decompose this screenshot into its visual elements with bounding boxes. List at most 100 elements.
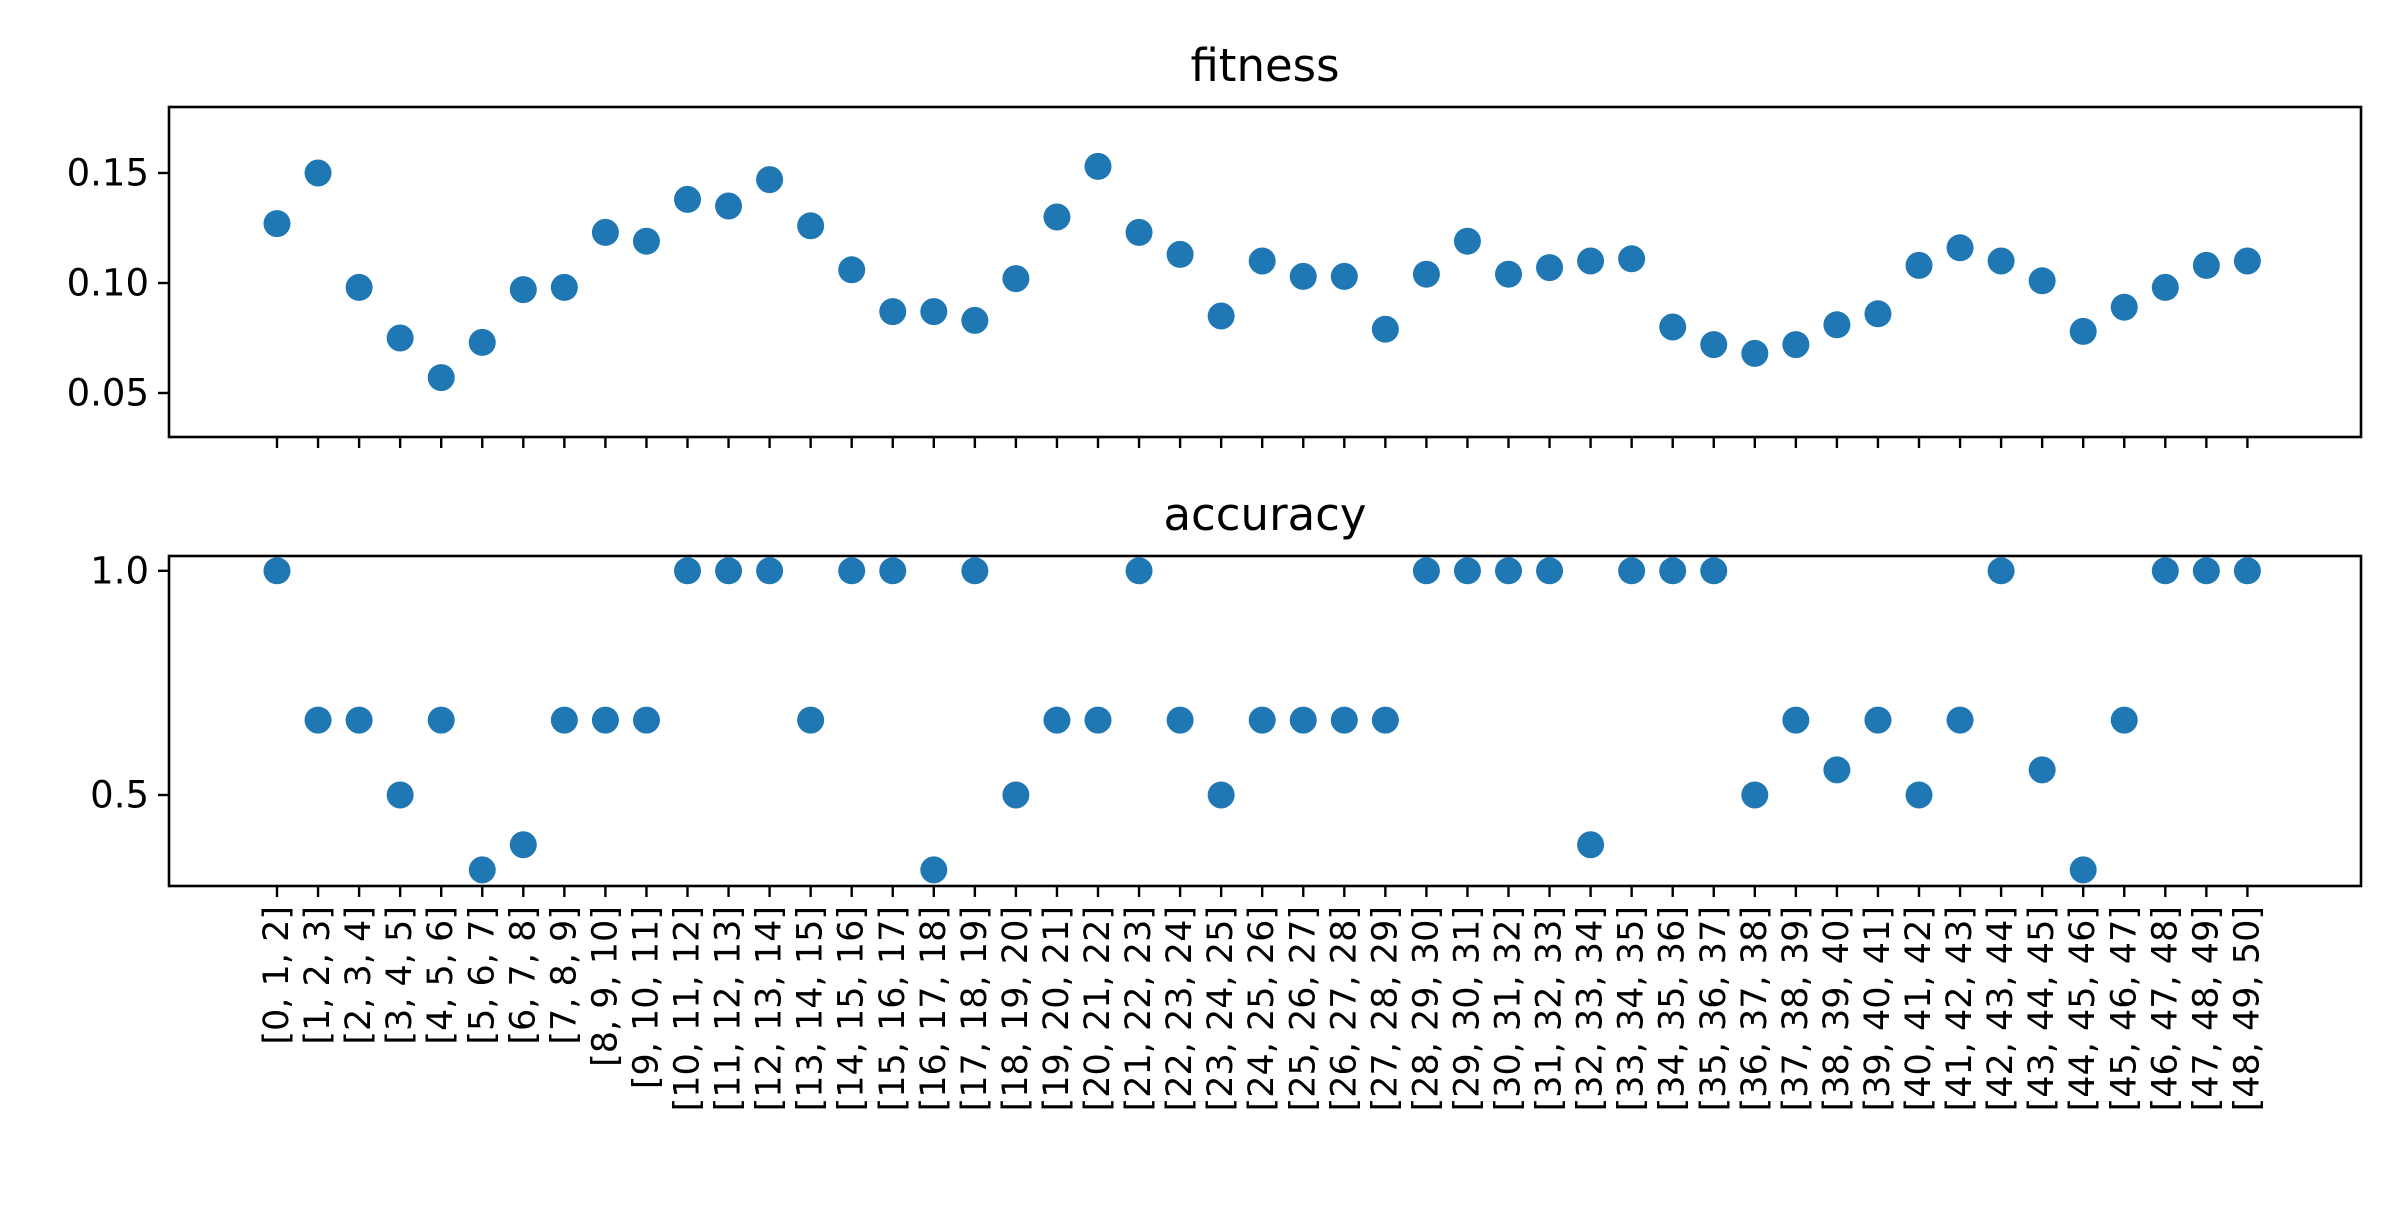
data-point xyxy=(1084,152,1112,180)
x-tick-label: [24, 25, 26] xyxy=(1242,906,1282,1111)
data-point xyxy=(2069,317,2097,345)
data-point xyxy=(304,706,332,734)
x-tick-label: [12, 13, 14] xyxy=(750,906,790,1111)
x-tick-label: [9, 10, 11] xyxy=(626,906,666,1089)
x-tick-label: [20, 21, 22] xyxy=(1078,906,1118,1111)
x-tick-label: [44, 45, 46] xyxy=(2063,906,2103,1111)
x-tick-label: [30, 31, 32] xyxy=(1489,906,1529,1111)
data-point xyxy=(2069,856,2097,884)
data-point xyxy=(1330,262,1358,290)
x-tick-label: [17, 18, 19] xyxy=(955,906,995,1111)
data-point xyxy=(1248,247,1276,275)
x-tick-label: [28, 29, 30] xyxy=(1406,906,1446,1111)
data-point xyxy=(1166,240,1194,268)
data-point xyxy=(1043,203,1071,231)
y-tick-label: 0.05 xyxy=(67,372,149,415)
data-point xyxy=(1536,254,1564,282)
chart-panel-2: accuracy 0.5 1.0 [0, 1, 2] [1, 2, 3] [2, 3, 4… xyxy=(90,488,2363,1111)
data-point xyxy=(2233,557,2261,585)
data-point xyxy=(1782,331,1810,359)
data-point xyxy=(1453,227,1481,255)
data-point xyxy=(1125,557,1153,585)
x-tick-label: [33, 34, 35] xyxy=(1612,906,1652,1111)
data-point xyxy=(1248,706,1276,734)
x-tick-label: [29, 30, 31] xyxy=(1447,906,1487,1111)
x-tick-label: [6, 7, 8] xyxy=(503,906,543,1045)
data-point xyxy=(304,159,332,187)
data-point xyxy=(1577,247,1605,275)
data-point xyxy=(550,273,578,301)
data-point xyxy=(1371,706,1399,734)
plot-frame xyxy=(167,105,2363,439)
data-point xyxy=(591,218,619,246)
x-tick-label: [34, 35, 36] xyxy=(1653,906,1693,1111)
x-tick-label: [45, 46, 47] xyxy=(2104,906,2144,1111)
x-tick-label: [38, 39, 40] xyxy=(1817,906,1857,1111)
x-tick-label: [43, 44, 45] xyxy=(2022,906,2062,1111)
data-point xyxy=(468,328,496,356)
data-point xyxy=(1412,260,1440,288)
x-tick-label: [27, 28, 29] xyxy=(1365,906,1405,1111)
data-point xyxy=(797,212,825,240)
data-point xyxy=(1371,315,1399,343)
x-tick-label: [13, 14, 15] xyxy=(791,906,831,1111)
data-point xyxy=(427,364,455,392)
data-point xyxy=(1905,781,1933,809)
x-tick-label: [36, 37, 38] xyxy=(1735,906,1775,1111)
data-point xyxy=(1084,706,1112,734)
data-point xyxy=(1700,557,1728,585)
data-point xyxy=(1207,302,1235,330)
data-point xyxy=(756,166,784,194)
y-tick-label: 0.10 xyxy=(67,262,149,305)
x-tick-label: [18, 19, 20] xyxy=(996,906,1036,1111)
data-point xyxy=(674,185,701,213)
data-point xyxy=(1618,557,1646,585)
x-tick-label: [1, 2, 3] xyxy=(298,906,338,1045)
data-point xyxy=(1002,265,1030,293)
data-point xyxy=(509,276,537,304)
data-point xyxy=(1741,781,1769,809)
data-point xyxy=(468,856,496,884)
data-point xyxy=(1289,706,1317,734)
data-point xyxy=(1987,557,2015,585)
data-point xyxy=(2233,247,2261,275)
data-point xyxy=(2192,557,2220,585)
data-point xyxy=(1905,251,1933,279)
data-point xyxy=(715,192,743,220)
data-point xyxy=(2110,706,2138,734)
x-tick-label: [26, 27, 28] xyxy=(1324,906,1364,1111)
data-point xyxy=(1166,706,1194,734)
x-tick-label: [5, 6, 7] xyxy=(462,906,502,1045)
data-point xyxy=(263,210,291,238)
chart-panel-1: fitness 0.05 0.10 0.15 xyxy=(67,39,2363,448)
data-point xyxy=(1002,781,1030,809)
data-point xyxy=(2151,273,2179,301)
data-point xyxy=(920,856,948,884)
data-point xyxy=(1125,218,1153,246)
x-tick-label: [37, 38, 39] xyxy=(1776,906,1816,1111)
data-point xyxy=(1536,557,1564,585)
data-point xyxy=(1946,706,1974,734)
data-point xyxy=(1700,331,1728,359)
x-tick-label: [4, 5, 6] xyxy=(421,906,461,1045)
data-point xyxy=(715,557,743,585)
data-point xyxy=(1823,311,1851,339)
x-tick-label: [11, 12, 13] xyxy=(709,906,749,1111)
data-point xyxy=(1043,706,1071,734)
data-point xyxy=(1946,234,1974,262)
data-point xyxy=(838,256,866,284)
data-point xyxy=(2028,756,2056,784)
data-point xyxy=(591,706,619,734)
data-point xyxy=(386,324,414,352)
x-tick-label: [10, 11, 12] xyxy=(668,906,708,1111)
x-tick-label: [7, 8, 9] xyxy=(544,906,584,1045)
x-tick-label: [48, 49, 50] xyxy=(2227,906,2267,1111)
data-point xyxy=(756,557,784,585)
x-tick-label: [3, 4, 5] xyxy=(380,906,420,1045)
x-tick-label: [0, 1, 2] xyxy=(257,906,297,1045)
y-tick-label: 0.5 xyxy=(90,773,149,816)
data-point xyxy=(1207,781,1235,809)
data-point xyxy=(1412,557,1440,585)
